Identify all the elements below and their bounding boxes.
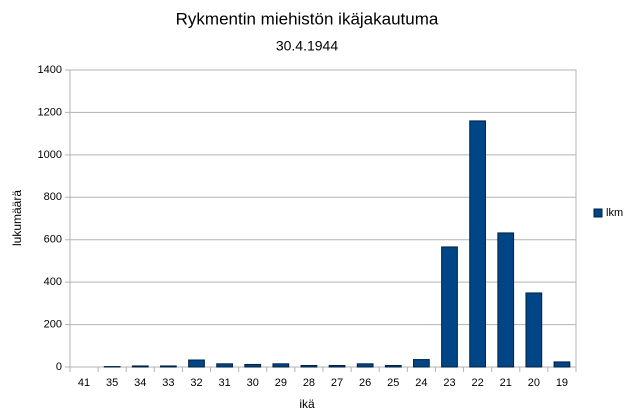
x-tick-label: 20 <box>528 377 540 389</box>
bar <box>553 361 571 368</box>
x-axis-title: ikä <box>299 397 315 411</box>
x-tick-label: 33 <box>162 377 174 389</box>
bar <box>384 365 402 368</box>
y-tick-label: 800 <box>44 191 62 203</box>
legend-swatch <box>593 208 603 218</box>
bar <box>356 363 374 368</box>
x-tick-label: 34 <box>134 377 146 389</box>
bar <box>469 120 486 368</box>
y-tick-label: 600 <box>44 234 62 246</box>
x-tick-label: 26 <box>359 377 371 389</box>
legend-label: lkm <box>606 207 623 219</box>
bar <box>525 292 543 368</box>
chart-title: Rykmentin miehistön ikäjakautuma <box>176 9 439 28</box>
y-tick-label: 0 <box>56 361 62 373</box>
x-tick-label: 21 <box>500 377 512 389</box>
x-tick-label: 23 <box>443 377 455 389</box>
bar <box>300 365 318 368</box>
bar <box>160 365 177 368</box>
bar <box>413 359 430 368</box>
bar <box>441 246 458 368</box>
bar <box>131 365 149 368</box>
x-tick-label: 41 <box>78 377 90 389</box>
y-tick-label: 400 <box>44 276 62 288</box>
y-tick-label: 1000 <box>38 149 62 161</box>
bar <box>216 363 233 368</box>
x-tick-label: 19 <box>556 377 568 389</box>
x-tick-label: 31 <box>218 377 230 389</box>
y-axis-title: lukumäärä <box>10 190 24 246</box>
x-tick-label: 29 <box>275 377 287 389</box>
x-tick-label: 32 <box>190 377 202 389</box>
x-tick-label: 22 <box>471 377 483 389</box>
bar <box>272 363 290 368</box>
y-tick-label: 1200 <box>38 106 62 118</box>
x-tick-label: 30 <box>247 377 259 389</box>
x-tick-label: 27 <box>331 377 343 389</box>
x-tick-label: 35 <box>106 377 118 389</box>
x-tick-label: 28 <box>303 377 315 389</box>
x-tick-label: 24 <box>415 377 427 389</box>
y-tick-label: 200 <box>44 318 62 330</box>
bar <box>188 359 205 368</box>
x-tick-label: 25 <box>387 377 399 389</box>
chart-subtitle: 30.4.1944 <box>276 38 338 54</box>
bar <box>328 365 346 368</box>
bar <box>244 363 262 368</box>
bar <box>497 232 515 368</box>
y-tick-label: 1400 <box>38 64 62 76</box>
